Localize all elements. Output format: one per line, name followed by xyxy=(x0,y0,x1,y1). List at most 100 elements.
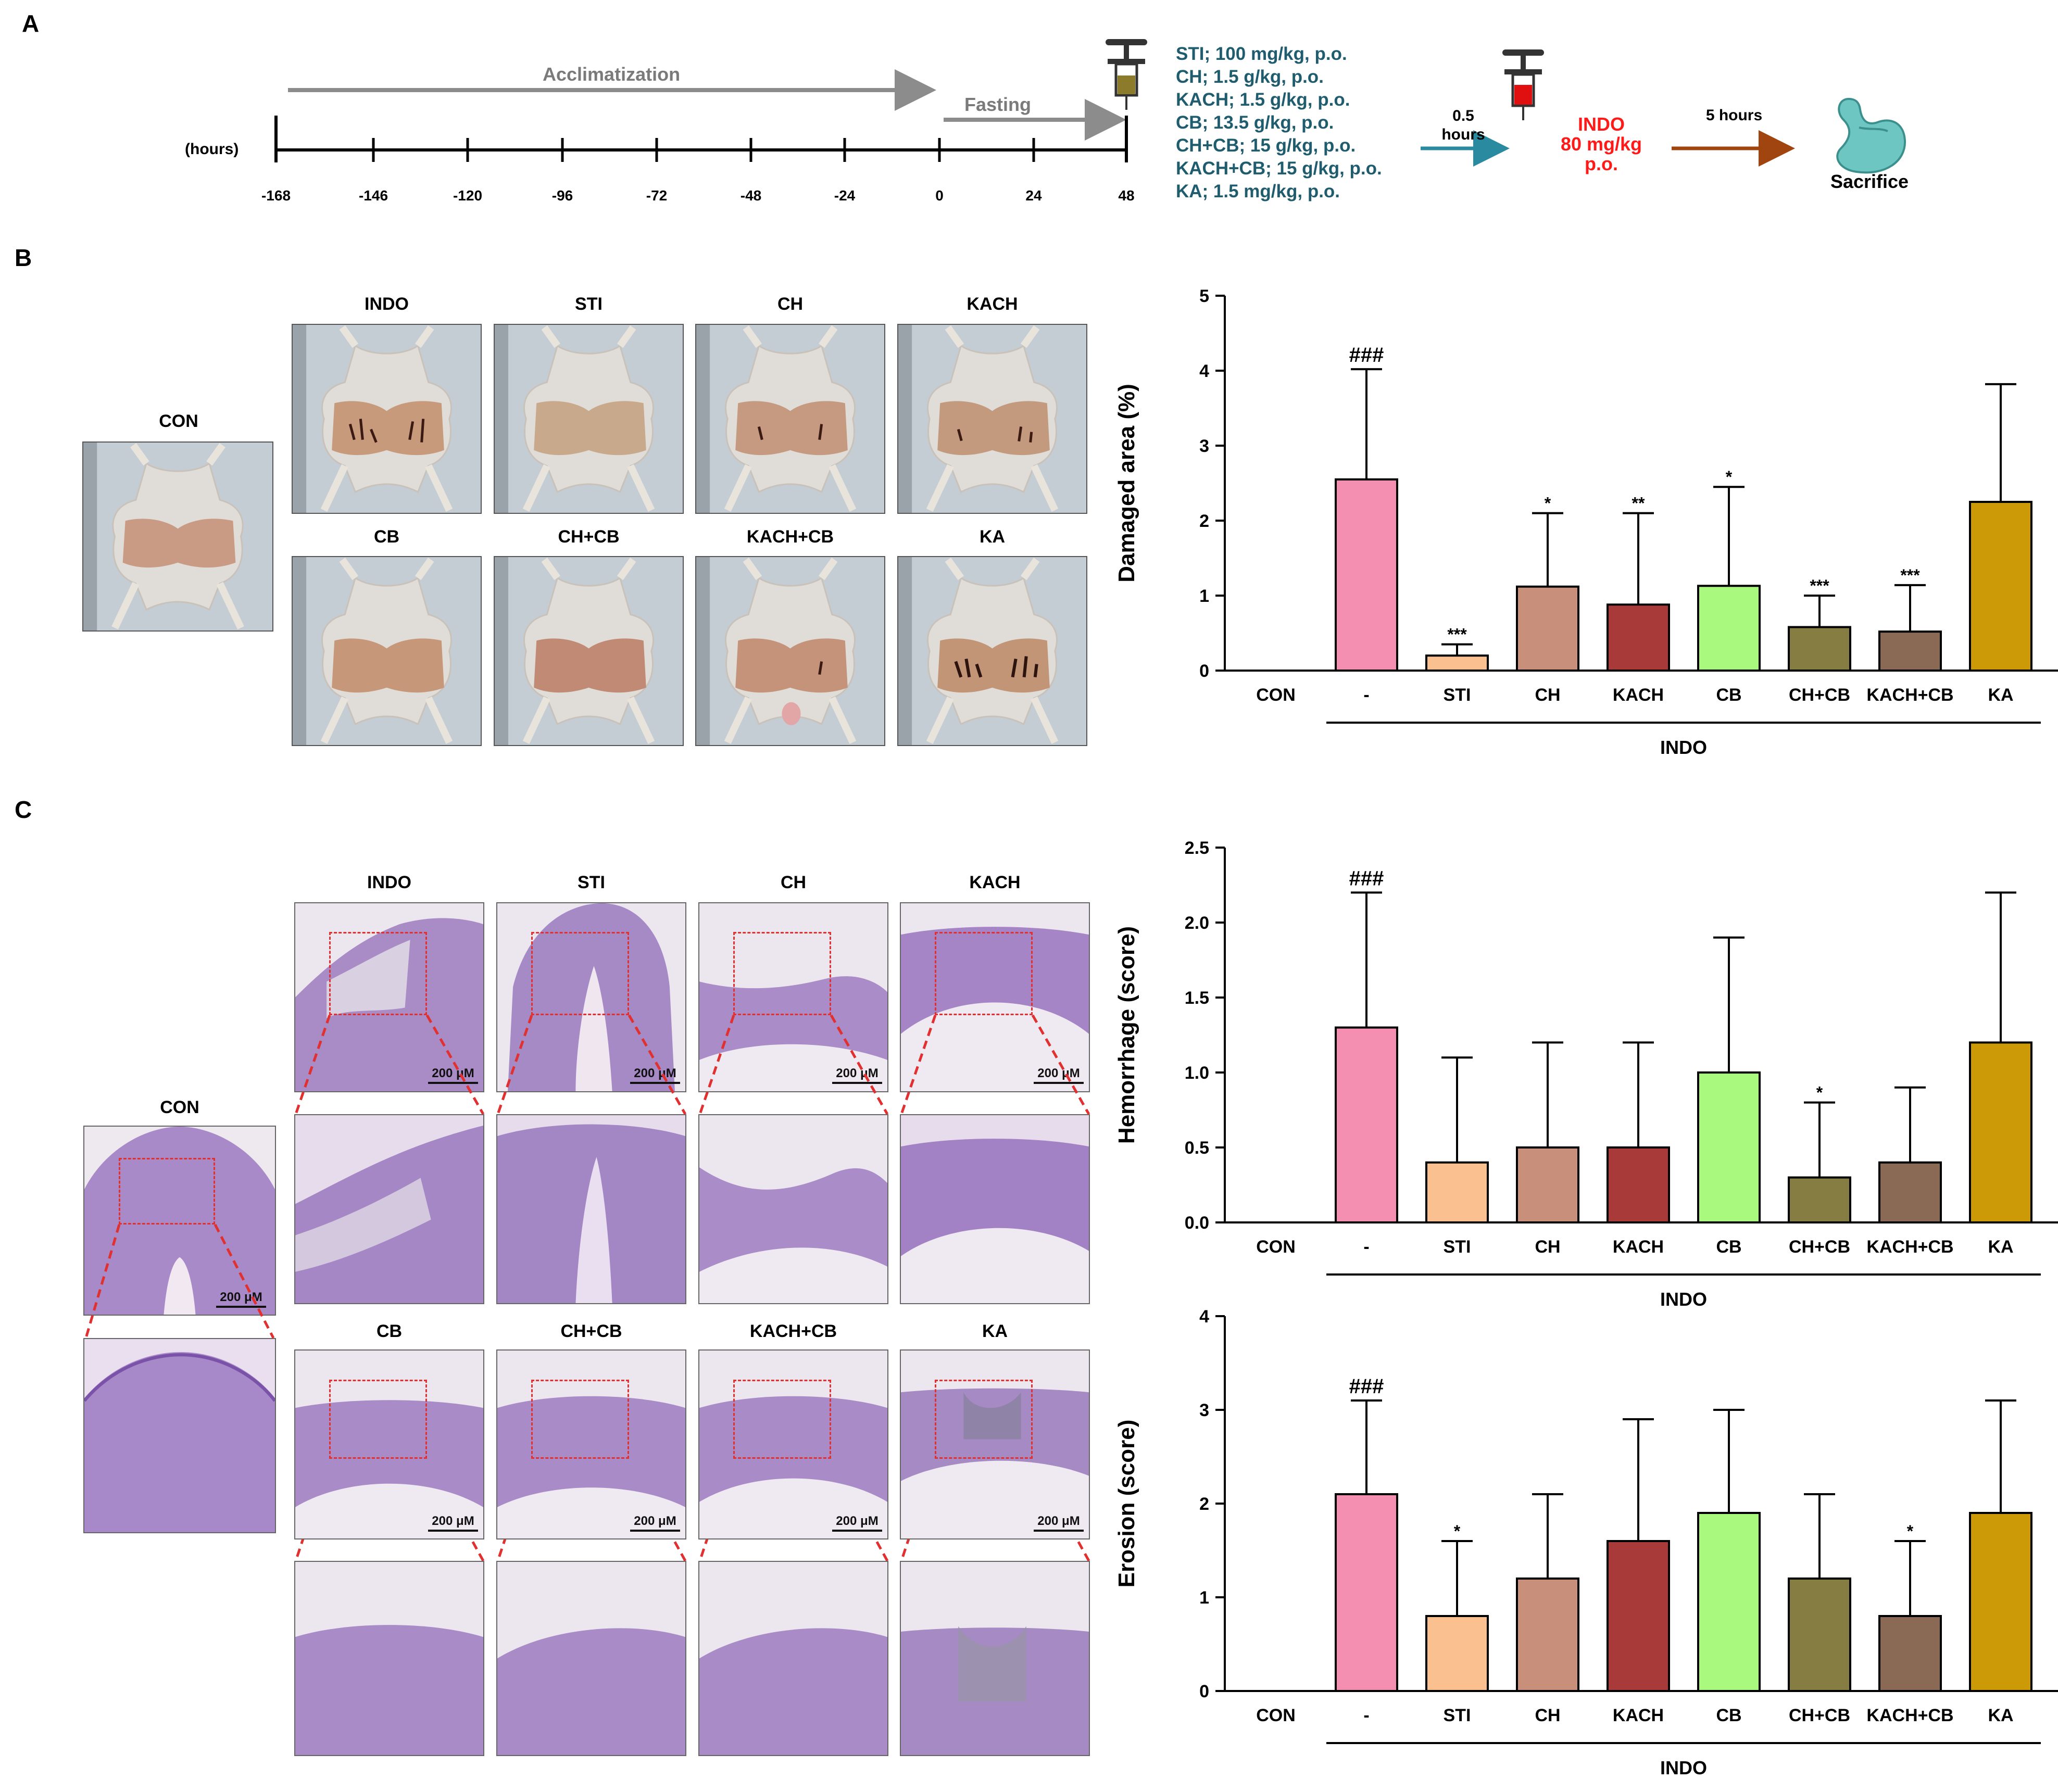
x-tick-label: KA xyxy=(1988,685,2013,705)
histology-ka-low xyxy=(900,1349,1090,1539)
bar xyxy=(1425,1615,1489,1692)
dose-item: KACH; 1.5 g/kg, p.o. xyxy=(1176,90,1350,110)
x-tick-label: KACH xyxy=(1613,1706,1664,1725)
photo-label-sti: STI xyxy=(575,294,603,314)
hemorrhage-chart: 0.0 0.5 1.0 1.5 2.0 2.5 Hemorrhage (score) CON #… xyxy=(1114,838,2058,1310)
histo-label-ka: KA xyxy=(982,1321,1008,1341)
x-tick-label: CH xyxy=(1535,1237,1560,1257)
histo-label-ch: CH xyxy=(780,873,807,892)
bar xyxy=(1878,1615,1942,1692)
x-tick-label: - xyxy=(1363,685,1369,705)
x-tick-label: CH xyxy=(1535,1706,1560,1725)
bar xyxy=(1607,603,1670,672)
significance-label: *** xyxy=(1900,566,1920,585)
bar xyxy=(1607,1540,1670,1692)
x-tick-label: CB xyxy=(1716,685,1741,705)
gross-photo-kach-cb xyxy=(695,556,885,746)
bar xyxy=(1697,1512,1761,1692)
bar xyxy=(1335,1493,1398,1692)
histology-cb-high xyxy=(294,1561,484,1756)
sacrifice-label: Sacrifice xyxy=(1830,171,1909,192)
x-tick-label: KACH+CB xyxy=(1866,1237,1953,1257)
histo-label-cb: CB xyxy=(376,1321,403,1341)
y-tick-label: 1 xyxy=(1199,1588,1209,1608)
x-tick-label: - xyxy=(1363,1237,1369,1257)
scale-bar: 200 μM xyxy=(1034,1066,1084,1084)
gross-photo-ch xyxy=(695,324,885,514)
histo-label-indo: INDO xyxy=(367,873,411,892)
photo-label-indo: INDO xyxy=(365,294,409,314)
dose-item: KA; 1.5 mg/kg, p.o. xyxy=(1176,181,1340,201)
histology-ch-cb-low xyxy=(496,1349,686,1539)
x-tick-label: KA xyxy=(1988,1237,2013,1257)
zoom-box xyxy=(329,932,427,1015)
tick-label: -72 xyxy=(646,187,668,204)
dose-item: STI; 100 mg/kg, p.o. xyxy=(1176,44,1347,64)
tick-label: 0 xyxy=(935,187,944,204)
tick-label: 24 xyxy=(1025,187,1042,204)
bar xyxy=(1788,626,1851,672)
histology-kach-low xyxy=(900,902,1090,1092)
x-tick-label: STI xyxy=(1444,685,1471,705)
bar xyxy=(1516,1146,1579,1223)
zoom-box xyxy=(935,932,1033,1015)
interval-label-1: 0.5 hours xyxy=(1441,107,1485,143)
x-tick-label: CON xyxy=(1256,685,1296,705)
panel-label-b: B xyxy=(15,244,32,271)
y-tick-label: 3 xyxy=(1199,436,1209,456)
dose-item: CH; 1.5 g/kg, p.o. xyxy=(1176,67,1324,87)
timeline-unit-label: (hours) xyxy=(185,141,239,158)
x-tick-label: CH+CB xyxy=(1789,1706,1850,1725)
y-tick-label: 1 xyxy=(1199,586,1209,606)
x-tick-label: KA xyxy=(1988,1706,2013,1725)
dose-item: CB; 13.5 g/kg, p.o. xyxy=(1176,112,1334,133)
dose-item: CH+CB; 15 g/kg, p.o. xyxy=(1176,135,1356,156)
bar xyxy=(1788,1578,1851,1692)
y-tick-label: 0.0 xyxy=(1185,1213,1209,1233)
bar xyxy=(1335,1026,1398,1223)
significance-label: * xyxy=(1726,468,1733,486)
group-label: INDO xyxy=(1660,737,1707,758)
zoom-box xyxy=(733,1380,831,1459)
bar xyxy=(1607,1146,1670,1223)
tick-label: -96 xyxy=(551,187,573,204)
x-tick-label: CB xyxy=(1716,1706,1741,1725)
x-tick-label: CH xyxy=(1535,685,1560,705)
y-tick-label: 2 xyxy=(1199,1494,1209,1514)
significance-label: ** xyxy=(1632,494,1645,513)
y-tick-label: 0 xyxy=(1199,661,1209,681)
bar xyxy=(1425,654,1489,672)
tick-label: -146 xyxy=(358,187,388,204)
y-tick-label: 2.5 xyxy=(1185,838,1209,858)
significance-label: * xyxy=(1454,1522,1461,1541)
histology-indo-low xyxy=(294,902,484,1092)
histo-label-con: CON xyxy=(160,1097,199,1117)
bar xyxy=(1697,585,1761,672)
significance-label: ### xyxy=(1349,867,1384,890)
x-tick-label: CH+CB xyxy=(1789,685,1850,705)
significance-label: * xyxy=(1816,1083,1823,1102)
histology-kach-high xyxy=(900,1114,1090,1304)
x-tick-label: STI xyxy=(1444,1237,1471,1257)
photo-label-cb: CB xyxy=(373,527,400,547)
acclimatization-label: Acclimatization xyxy=(543,64,681,85)
scale-bar: 200 μM xyxy=(428,1514,478,1532)
x-tick-label: KACH xyxy=(1613,685,1664,705)
bar xyxy=(1969,1041,2032,1223)
y-tick-label: 4 xyxy=(1199,1307,1209,1327)
histology-indo-high xyxy=(294,1114,484,1304)
scale-bar: 200 μM xyxy=(1034,1514,1084,1532)
y-axis-label: Damaged area (%) xyxy=(1114,384,1139,582)
x-tick-label: KACH xyxy=(1613,1237,1664,1257)
zoom-box xyxy=(329,1380,427,1459)
group-label: INDO xyxy=(1660,1757,1707,1778)
zoom-box xyxy=(531,1380,629,1459)
histology-con-high xyxy=(83,1338,276,1533)
zoom-box xyxy=(531,932,629,1015)
x-tick-label: - xyxy=(1363,1706,1369,1725)
y-tick-label: 2.0 xyxy=(1185,913,1209,933)
photo-label-ch: CH xyxy=(777,294,804,314)
significance-label: ### xyxy=(1349,344,1384,367)
gross-photo-ka xyxy=(897,556,1087,746)
